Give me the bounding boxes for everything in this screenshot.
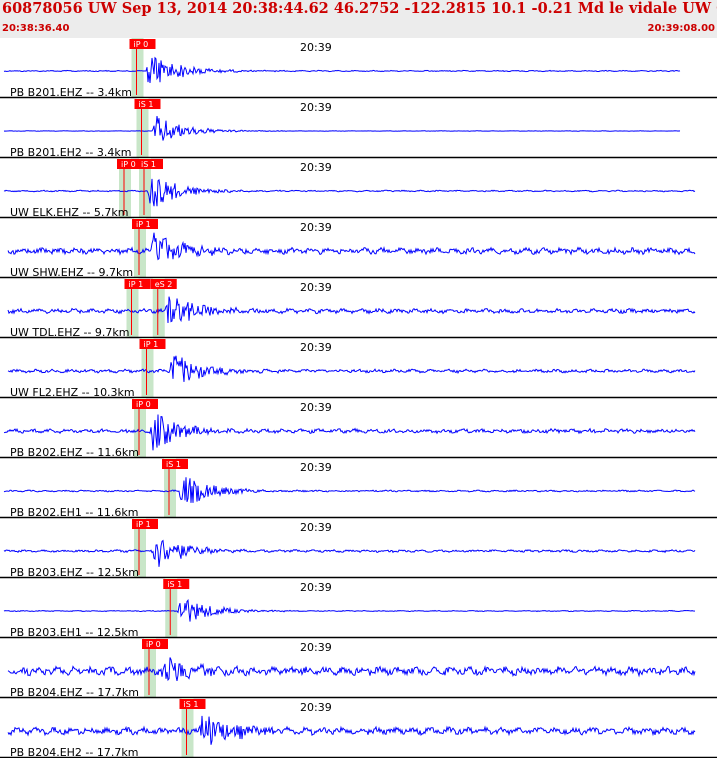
minute-tick-label: 20:39	[300, 701, 332, 714]
pick-band	[181, 698, 194, 758]
pick-label: iP 1	[136, 220, 151, 229]
station-label: PB B202.EH1 -- 11.6km	[10, 506, 138, 519]
trace-row: iP 1 20:39 PB B203.EHZ -- 12.5km	[0, 518, 717, 579]
pick-band	[165, 578, 178, 638]
waveform	[7, 296, 696, 324]
trace-row: iP 1 20:39 UW FL2.EHZ -- 10.3km	[0, 338, 717, 399]
trace-row: iS 1 20:39 PB B201.EH2 -- 3.4km	[0, 98, 717, 159]
minute-tick-label: 20:39	[300, 101, 332, 114]
pick-label-box	[162, 459, 188, 469]
pick-band	[134, 398, 146, 458]
trace-row: iS 1 20:39 PB B204.EH2 -- 17.7km	[0, 698, 717, 758]
station-label: UW SHW.EHZ -- 9.7km	[10, 266, 133, 279]
pick-band	[119, 158, 131, 218]
pick-label: iS 1	[167, 580, 182, 589]
station-label: PB B204.EHZ -- 17.7km	[10, 686, 139, 699]
trace-row: iP 0 iS 1 20:39 UW ELK.EHZ -- 5.7km	[0, 158, 717, 219]
station-label: PB B203.EHZ -- 12.5km	[10, 566, 139, 579]
pick-label: iS 1	[184, 700, 199, 709]
pick-label: iP 0	[121, 160, 136, 169]
pick-label-box	[137, 159, 163, 169]
waveform	[7, 355, 696, 382]
waveform	[7, 232, 696, 261]
waveform	[3, 414, 696, 451]
pick-band	[152, 278, 165, 338]
event-title: 60878056 UW Sep 13, 2014 20:38:44.62 46.…	[2, 0, 717, 17]
waveform	[3, 477, 696, 503]
pick-band	[134, 218, 146, 278]
pick-band	[126, 278, 139, 338]
minute-tick-label: 20:39	[300, 521, 332, 534]
pick-label: iS 1	[166, 460, 181, 469]
minute-tick-label: 20:39	[300, 161, 332, 174]
window-end-time: 20:39:08.00	[647, 23, 715, 34]
minute-tick-label: 20:39	[300, 581, 332, 594]
waveform	[3, 56, 681, 84]
pick-label: iP 0	[136, 400, 151, 409]
waveform	[3, 539, 696, 567]
station-label: PB B203.EH1 -- 12.5km	[10, 626, 138, 639]
minute-tick-label: 20:39	[300, 401, 332, 414]
pick-band	[131, 38, 144, 98]
pick-band	[144, 638, 156, 698]
pick-label-box	[134, 99, 161, 109]
waveform	[3, 116, 681, 141]
minute-tick-label: 20:39	[300, 641, 332, 654]
trace-row: iP 1 20:39 UW SHW.EHZ -- 9.7km	[0, 218, 717, 279]
pick-label-box	[129, 39, 156, 49]
pick-label: iP 0	[146, 640, 161, 649]
pick-label-box	[142, 639, 168, 649]
pick-label-box	[124, 279, 151, 289]
pick-label-box	[132, 219, 158, 229]
window-start-time: 20:38:36.40	[2, 23, 70, 34]
pick-label: iP 1	[144, 340, 159, 349]
pick-band	[136, 98, 149, 158]
station-label: UW FL2.EHZ -- 10.3km	[10, 386, 135, 399]
minute-tick-label: 20:39	[300, 41, 332, 54]
pick-label: iP 1	[136, 520, 151, 529]
station-label: PB B201.EH2 -- 3.4km	[10, 146, 131, 159]
pick-band	[141, 338, 154, 398]
pick-label: iP 1	[129, 280, 144, 289]
pick-label: iS 1	[139, 100, 154, 109]
pick-band	[164, 458, 176, 518]
pick-label-box	[117, 159, 143, 169]
pick-label: eS 2	[155, 280, 173, 289]
pick-label: iS 1	[141, 160, 156, 169]
pick-label-box	[179, 699, 206, 709]
header-bar: 60878056 UW Sep 13, 2014 20:38:44.62 46.…	[0, 0, 717, 38]
waveform	[3, 599, 696, 622]
trace-row: iS 1 20:39 PB B202.EH1 -- 11.6km	[0, 458, 717, 519]
minute-tick-label: 20:39	[300, 461, 332, 474]
station-label: PB B202.EHZ -- 11.6km	[10, 446, 139, 459]
pick-band	[134, 518, 146, 578]
pick-label: iP 0	[134, 40, 149, 49]
waveform	[7, 657, 696, 682]
station-label: UW ELK.EHZ -- 5.7km	[10, 206, 128, 219]
trace-row: iP 1 eS 2 20:39 UW TDL.EHZ -- 9.7km	[0, 278, 717, 339]
trace-row: iP 0 20:39 PB B201.EHZ -- 3.4km	[0, 38, 717, 99]
minute-tick-label: 20:39	[300, 281, 332, 294]
pick-label-box	[139, 339, 166, 349]
pick-label-box	[150, 279, 177, 289]
station-label: PB B204.EH2 -- 17.7km	[10, 746, 138, 758]
waveform	[7, 715, 696, 745]
trace-row: iP 0 20:39 PB B202.EHZ -- 11.6km	[0, 398, 717, 459]
minute-tick-label: 20:39	[300, 221, 332, 234]
pick-band	[139, 158, 151, 218]
station-label: UW TDL.EHZ -- 9.7km	[10, 326, 130, 339]
trace-row: iS 1 20:39 PB B203.EH1 -- 12.5km	[0, 578, 717, 639]
pick-label-box	[132, 519, 158, 529]
station-label: PB B201.EHZ -- 3.4km	[10, 86, 132, 99]
pick-label-box	[132, 399, 158, 409]
trace-row: iP 0 20:39 PB B204.EHZ -- 17.7km	[0, 638, 717, 699]
waveform	[3, 178, 696, 207]
pick-label-box	[163, 579, 190, 589]
minute-tick-label: 20:39	[300, 341, 332, 354]
seismogram-panel: iP 0 20:39 PB B201.EHZ -- 3.4km iS 1 20:39 PB…	[0, 38, 717, 758]
